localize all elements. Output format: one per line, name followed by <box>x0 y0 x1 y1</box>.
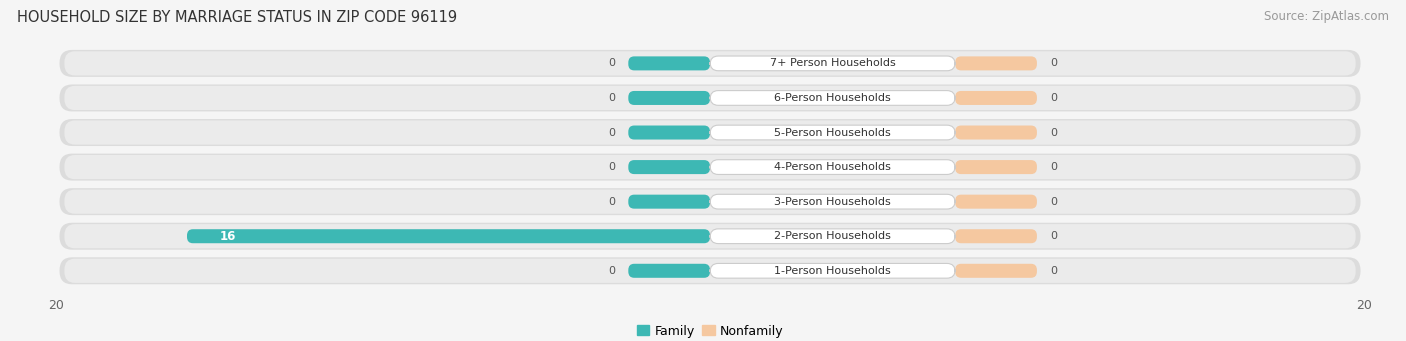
FancyBboxPatch shape <box>955 56 1038 70</box>
Legend: Family, Nonfamily: Family, Nonfamily <box>631 320 789 341</box>
FancyBboxPatch shape <box>710 229 955 243</box>
Text: 0: 0 <box>609 128 616 137</box>
FancyBboxPatch shape <box>628 56 710 70</box>
Text: 0: 0 <box>609 58 616 69</box>
Text: 0: 0 <box>609 162 616 172</box>
FancyBboxPatch shape <box>59 188 1361 215</box>
FancyBboxPatch shape <box>59 257 1361 284</box>
Text: 6-Person Households: 6-Person Households <box>775 93 891 103</box>
FancyBboxPatch shape <box>955 91 1038 105</box>
Text: 7+ Person Households: 7+ Person Households <box>769 58 896 69</box>
FancyBboxPatch shape <box>65 190 1355 214</box>
FancyBboxPatch shape <box>710 194 955 209</box>
Text: 0: 0 <box>609 266 616 276</box>
Text: 2-Person Households: 2-Person Households <box>775 231 891 241</box>
FancyBboxPatch shape <box>710 125 955 140</box>
FancyBboxPatch shape <box>59 223 1361 250</box>
FancyBboxPatch shape <box>710 160 955 175</box>
FancyBboxPatch shape <box>628 195 710 209</box>
FancyBboxPatch shape <box>65 155 1355 179</box>
FancyBboxPatch shape <box>955 195 1038 209</box>
FancyBboxPatch shape <box>65 259 1355 283</box>
FancyBboxPatch shape <box>59 119 1361 146</box>
FancyBboxPatch shape <box>65 224 1355 248</box>
Text: 1-Person Households: 1-Person Households <box>775 266 891 276</box>
Text: HOUSEHOLD SIZE BY MARRIAGE STATUS IN ZIP CODE 96119: HOUSEHOLD SIZE BY MARRIAGE STATUS IN ZIP… <box>17 10 457 25</box>
Text: 0: 0 <box>1050 58 1057 69</box>
FancyBboxPatch shape <box>710 264 955 278</box>
FancyBboxPatch shape <box>59 50 1361 77</box>
FancyBboxPatch shape <box>65 120 1355 145</box>
Text: 0: 0 <box>1050 231 1057 241</box>
FancyBboxPatch shape <box>187 229 710 243</box>
Text: Source: ZipAtlas.com: Source: ZipAtlas.com <box>1264 10 1389 23</box>
FancyBboxPatch shape <box>955 160 1038 174</box>
FancyBboxPatch shape <box>628 160 710 174</box>
FancyBboxPatch shape <box>955 264 1038 278</box>
Text: 0: 0 <box>609 197 616 207</box>
Text: 5-Person Households: 5-Person Households <box>775 128 891 137</box>
FancyBboxPatch shape <box>628 125 710 139</box>
Text: 16: 16 <box>219 230 236 243</box>
Text: 4-Person Households: 4-Person Households <box>775 162 891 172</box>
FancyBboxPatch shape <box>628 264 710 278</box>
FancyBboxPatch shape <box>955 125 1038 139</box>
FancyBboxPatch shape <box>955 229 1038 243</box>
FancyBboxPatch shape <box>65 86 1355 110</box>
Text: 0: 0 <box>1050 162 1057 172</box>
FancyBboxPatch shape <box>65 51 1355 75</box>
FancyBboxPatch shape <box>710 91 955 105</box>
Text: 3-Person Households: 3-Person Households <box>775 197 891 207</box>
Text: 0: 0 <box>1050 93 1057 103</box>
FancyBboxPatch shape <box>628 91 710 105</box>
Text: 0: 0 <box>609 93 616 103</box>
FancyBboxPatch shape <box>59 153 1361 181</box>
Text: 0: 0 <box>1050 266 1057 276</box>
Text: 0: 0 <box>1050 128 1057 137</box>
FancyBboxPatch shape <box>59 85 1361 112</box>
Text: 0: 0 <box>1050 197 1057 207</box>
FancyBboxPatch shape <box>710 56 955 71</box>
